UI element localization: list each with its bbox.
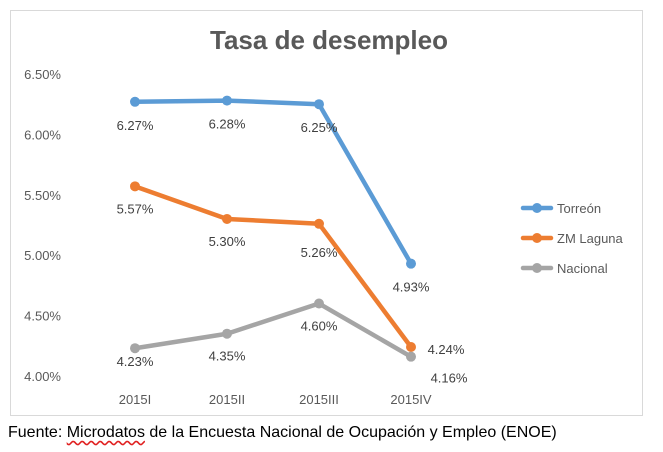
y-tick-label: 6.50% bbox=[24, 67, 61, 82]
x-tick-label: 2015IV bbox=[390, 392, 432, 407]
legend-label: ZM Laguna bbox=[557, 231, 624, 246]
legend-item: ZM Laguna bbox=[520, 231, 624, 246]
data-label: 4.23% bbox=[117, 354, 154, 369]
legend-item: Nacional bbox=[520, 261, 608, 276]
legend-label: Nacional bbox=[557, 261, 608, 276]
legend: Torreón ZM Laguna Nacional bbox=[520, 201, 624, 276]
data-point bbox=[314, 99, 324, 110]
data-label: 5.57% bbox=[117, 201, 154, 216]
data-label: 5.26% bbox=[301, 245, 338, 260]
y-axis: 6.50% 6.00% 5.50% 5.00% 4.50% 4.00% bbox=[24, 67, 61, 384]
data-point bbox=[130, 96, 140, 107]
data-label: 4.16% bbox=[431, 371, 468, 386]
data-label: 5.30% bbox=[209, 234, 246, 249]
source-underlined-word: Microdatos bbox=[66, 424, 145, 441]
data-point bbox=[314, 218, 324, 229]
legend-swatch-marker bbox=[532, 233, 542, 243]
data-label: 4.93% bbox=[393, 280, 430, 295]
source-prefix: Fuente: bbox=[8, 424, 67, 441]
data-point bbox=[314, 298, 324, 309]
legend-item: Torreón bbox=[520, 201, 601, 216]
series-nacional bbox=[130, 298, 416, 362]
y-tick-label: 6.00% bbox=[24, 127, 61, 142]
x-tick-label: 2015III bbox=[299, 392, 339, 407]
data-point bbox=[130, 181, 140, 192]
data-label: 4.24% bbox=[428, 342, 465, 357]
series-torre-n bbox=[130, 95, 416, 269]
y-tick-label: 5.00% bbox=[24, 248, 61, 263]
data-point bbox=[406, 258, 416, 269]
y-tick-label: 4.50% bbox=[24, 309, 61, 324]
data-label: 6.25% bbox=[301, 120, 338, 135]
series-zm-laguna bbox=[130, 181, 416, 353]
data-point bbox=[406, 342, 416, 353]
chart-frame: Tasa de desempleo 6.50% 6.00% 5.50% 5.00% 4.… bbox=[10, 10, 643, 416]
x-tick-label: 2015I bbox=[119, 392, 152, 407]
data-label: 6.27% bbox=[117, 118, 154, 133]
series-layer bbox=[130, 95, 416, 362]
data-point bbox=[130, 343, 140, 354]
data-point bbox=[222, 95, 232, 106]
y-tick-label: 5.50% bbox=[24, 188, 61, 203]
data-label: 4.35% bbox=[209, 349, 246, 364]
series-line bbox=[132, 301, 414, 359]
data-labels: 6.27% 6.28% 6.25% 4.93% 5.57% 5.30% 5.26% 4.24%… bbox=[117, 117, 468, 386]
series-line bbox=[132, 98, 414, 266]
series-line bbox=[132, 184, 414, 350]
legend-swatch-marker bbox=[532, 203, 542, 213]
line-chart: Tasa de desempleo 6.50% 6.00% 5.50% 5.00% 4.… bbox=[24, 25, 624, 407]
source-rest: de la Encuesta Nacional de Ocupación y E… bbox=[144, 424, 557, 441]
y-tick-label: 4.00% bbox=[24, 369, 61, 384]
legend-swatch-marker bbox=[532, 263, 542, 273]
data-point bbox=[406, 351, 416, 362]
x-axis: 2015I 2015II 2015III 2015IV bbox=[119, 392, 432, 407]
data-point bbox=[222, 213, 232, 224]
data-label: 6.28% bbox=[209, 117, 246, 132]
data-label: 4.60% bbox=[301, 319, 338, 334]
chart-title: Tasa de desempleo bbox=[210, 25, 448, 55]
source-note: Fuente: Microdatos de la Encuesta Nacion… bbox=[8, 424, 557, 442]
legend-label: Torreón bbox=[557, 201, 601, 216]
data-point bbox=[222, 328, 232, 339]
x-tick-label: 2015II bbox=[209, 392, 245, 407]
